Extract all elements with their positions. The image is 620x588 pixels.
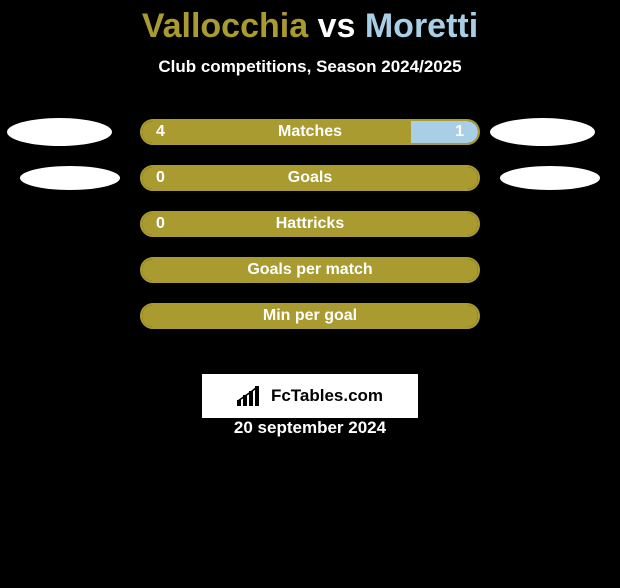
title-player-left: Vallocchia: [142, 7, 308, 45]
stat-row: Min per goal: [0, 293, 620, 339]
stat-row: 0Goals: [0, 155, 620, 201]
bar-track: 0Hattricks: [140, 211, 480, 237]
bar-fill-left: [142, 121, 411, 143]
fctables-logo: FcTables.com: [202, 374, 418, 418]
marker-right: [500, 166, 600, 190]
comparison-rows: 41Matches 0Goals 0Hattricks Goals per match…: [0, 109, 620, 339]
stat-row: 41Matches: [0, 109, 620, 155]
marker-right: [490, 118, 595, 146]
bar-fill-left: [142, 167, 478, 189]
bar-fill-left: [142, 305, 478, 327]
bar-track: Min per goal: [140, 303, 480, 329]
bars-icon: [237, 386, 265, 406]
bar-track: 0Goals: [140, 165, 480, 191]
bar-fill-left: [142, 259, 478, 281]
title-player-right: Moretti: [365, 7, 478, 45]
bar-fill-right: [411, 121, 478, 143]
subtitle: Club competitions, Season 2024/2025: [0, 57, 620, 77]
title-vs: vs: [308, 7, 365, 45]
stat-row: Goals per match: [0, 247, 620, 293]
stat-row: 0Hattricks: [0, 201, 620, 247]
bar-track: 41Matches: [140, 119, 480, 145]
marker-left: [7, 118, 112, 146]
marker-left: [20, 166, 120, 190]
bar-fill-left: [142, 213, 478, 235]
logo-text: FcTables.com: [271, 386, 383, 406]
comparison-title: Vallocchia vs Moretti: [0, 8, 620, 45]
bar-track: Goals per match: [140, 257, 480, 283]
footer-date: 20 september 2024: [0, 418, 620, 438]
